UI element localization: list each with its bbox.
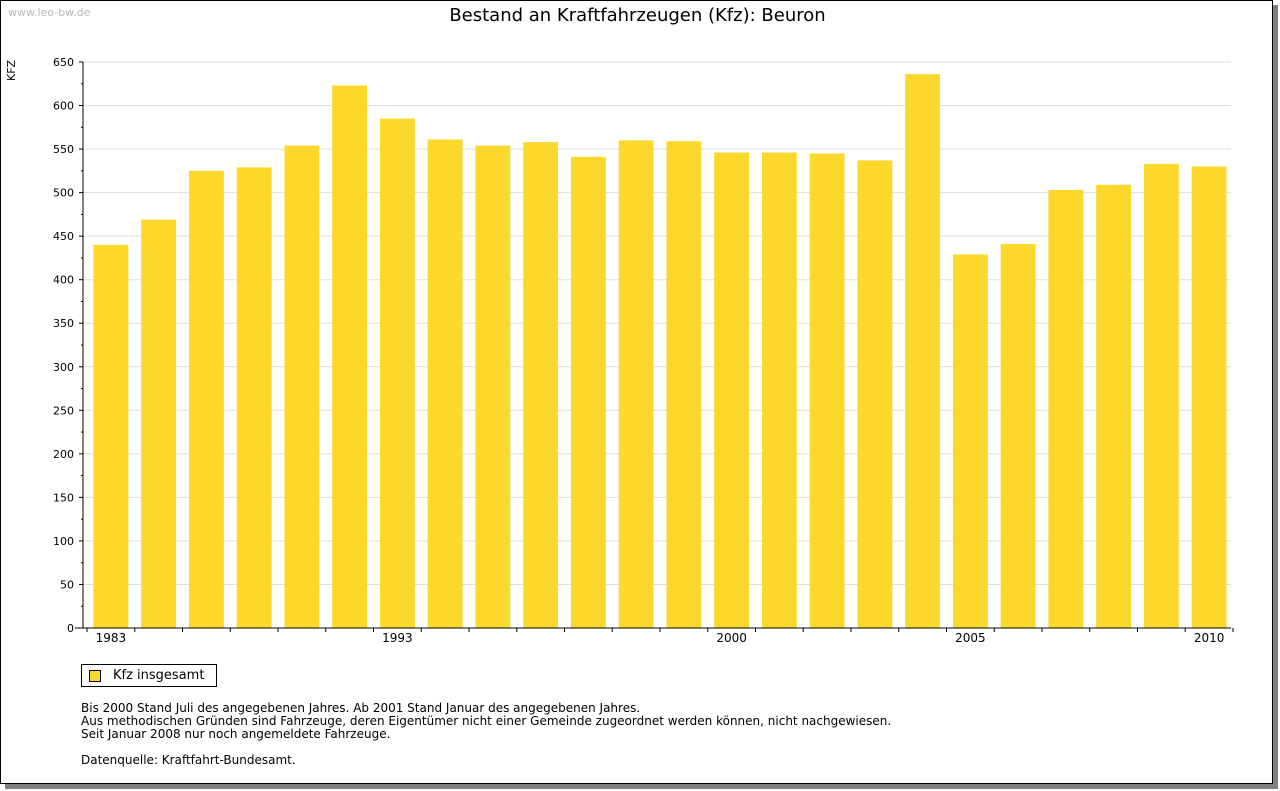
- bar: [523, 142, 559, 628]
- bar: [236, 167, 272, 628]
- note-line-2: Aus methodischen Gründen sind Fahrzeuge,…: [81, 714, 892, 728]
- bar: [761, 152, 797, 628]
- bar: [952, 254, 988, 628]
- y-tick-label: 250: [53, 404, 74, 417]
- y-tick-label: 300: [53, 361, 74, 374]
- legend-swatch: [89, 669, 101, 682]
- watermark: www.leo-bw.de: [8, 6, 91, 19]
- bar: [1143, 163, 1179, 628]
- x-tick-label: 1983: [96, 631, 127, 645]
- bar: [427, 139, 463, 628]
- bar: [714, 152, 750, 628]
- x-tick-label: 2010: [1194, 631, 1225, 645]
- note-line-1: Bis 2000 Stand Juli des angegebenen Jahr…: [81, 701, 641, 715]
- y-tick-label: 0: [67, 622, 74, 635]
- y-tick-label: 450: [53, 230, 74, 243]
- bar: [570, 156, 606, 628]
- bar: [1048, 190, 1084, 628]
- source-note: Datenquelle: Kraftfahrt-Bundesamt.: [81, 753, 296, 767]
- bar: [379, 118, 415, 628]
- bar: [905, 74, 941, 628]
- chart-title: Bestand an Kraftfahrzeugen (Kfz): Beuron: [449, 5, 826, 26]
- y-tick-label: 50: [60, 578, 74, 591]
- bar: [141, 219, 177, 628]
- bar: [1000, 243, 1036, 628]
- legend: Kfz insgesamt: [81, 664, 217, 687]
- note-line-3: Seit Januar 2008 nur noch angemeldete Fa…: [81, 727, 391, 741]
- bar: [857, 160, 893, 629]
- x-tick-label: 2005: [955, 631, 986, 645]
- bar: [809, 153, 845, 628]
- y-tick-label: 100: [53, 535, 74, 548]
- bar: [475, 145, 511, 628]
- bar: [332, 85, 368, 629]
- bar: [188, 170, 224, 628]
- y-tick-label: 150: [53, 491, 74, 504]
- bar: [666, 141, 702, 629]
- y-tick-label: 400: [53, 274, 74, 287]
- bar: [618, 140, 654, 628]
- y-tick-label: 500: [53, 187, 74, 200]
- bar: [1096, 184, 1132, 629]
- chart-plot: 0 50 100 150 200 250 300 350 400 450 500 550 600 650 1…: [53, 56, 1234, 645]
- y-tick-label: 200: [53, 448, 74, 461]
- bar: [1191, 166, 1227, 628]
- legend-label: Kfz insgesamt: [113, 668, 205, 683]
- y-tick-label: 550: [53, 143, 74, 156]
- bar: [284, 145, 320, 628]
- y-tick-label: 650: [53, 56, 74, 69]
- x-tick-label: 2000: [716, 631, 747, 645]
- y-tick-label: 600: [53, 100, 74, 113]
- y-tick-label: 350: [53, 317, 74, 330]
- bar: [93, 244, 129, 628]
- x-tick-label: 1993: [382, 631, 413, 645]
